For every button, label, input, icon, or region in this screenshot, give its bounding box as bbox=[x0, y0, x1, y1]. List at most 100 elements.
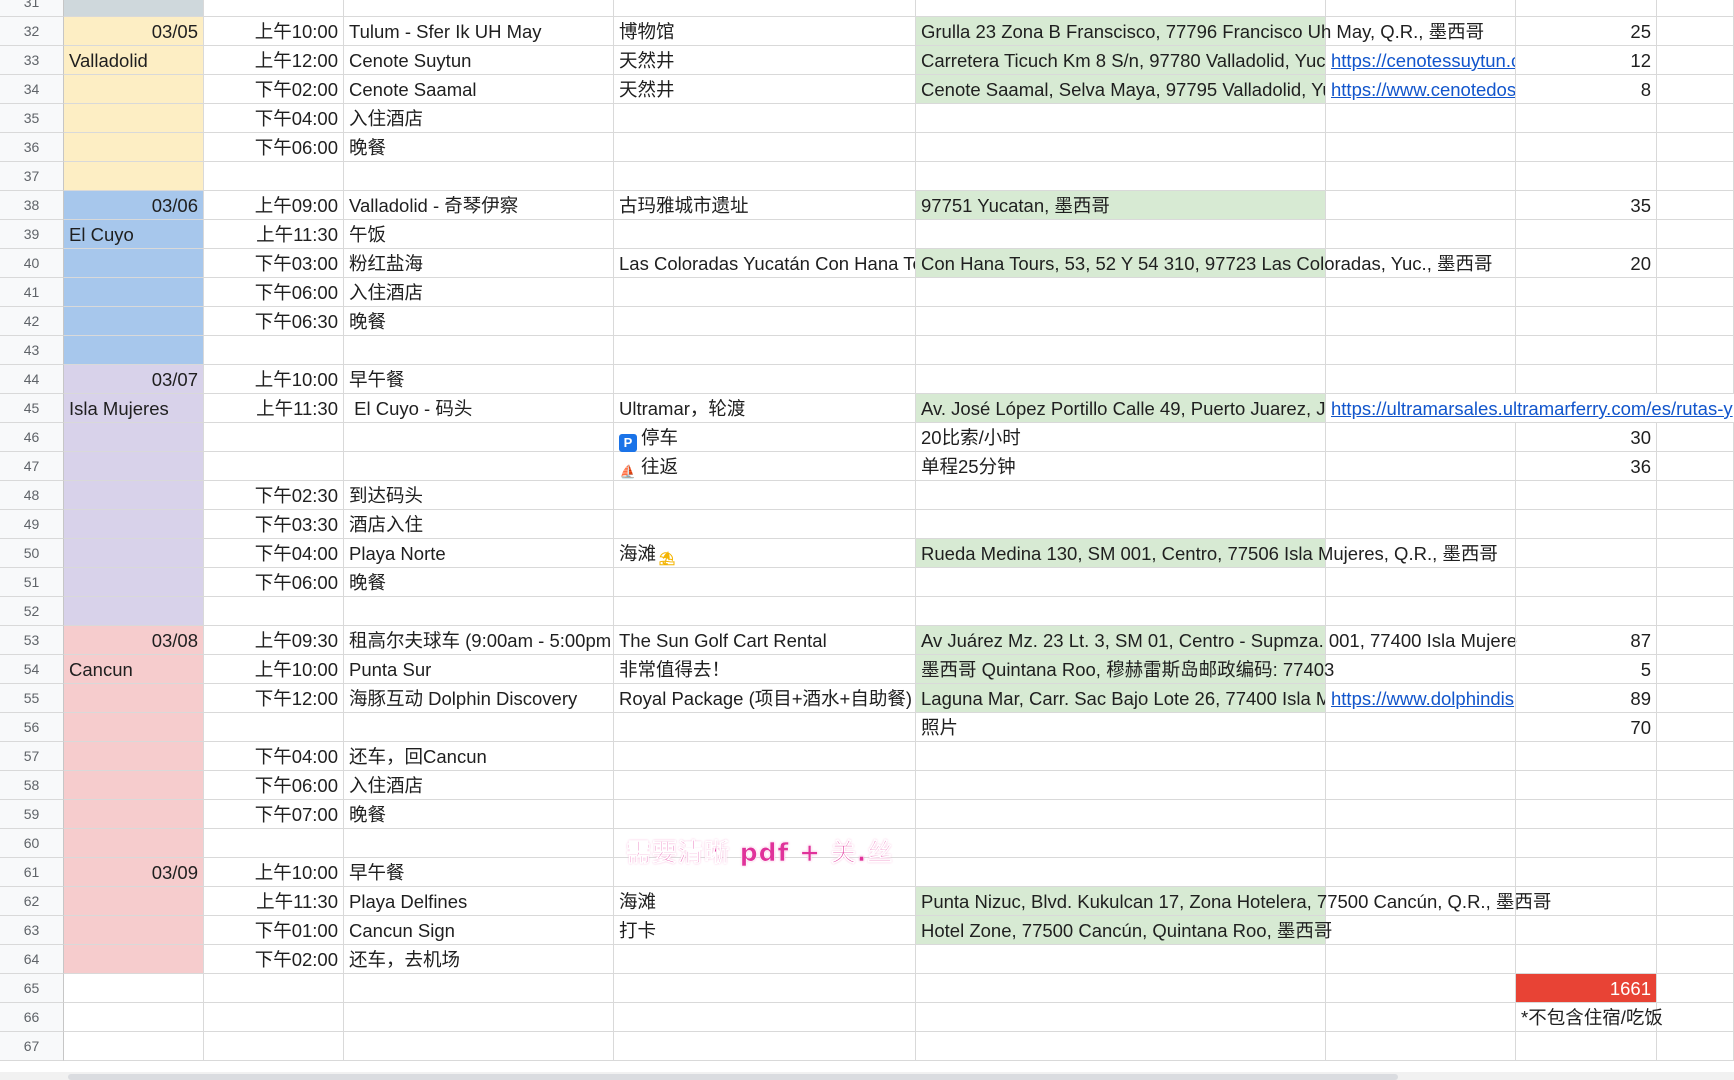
cell-category[interactable] bbox=[614, 278, 916, 307]
cell-activity[interactable] bbox=[344, 713, 614, 742]
cell-time[interactable]: 下午02:00 bbox=[204, 945, 344, 974]
cell-category[interactable]: Ultramar，轮渡 bbox=[614, 394, 916, 423]
cell-category[interactable]: P 停车 bbox=[614, 423, 916, 452]
cell-link[interactable] bbox=[1326, 742, 1516, 771]
cell-activity[interactable]: 早午餐 bbox=[344, 858, 614, 887]
cell-link[interactable] bbox=[1326, 133, 1516, 162]
cell-activity[interactable]: 入住酒店 bbox=[344, 278, 614, 307]
cell-time[interactable] bbox=[204, 1003, 344, 1032]
row-header[interactable]: 62 bbox=[0, 887, 64, 916]
cell-category[interactable]: 打卡 bbox=[614, 916, 916, 945]
cell-empty[interactable] bbox=[1657, 510, 1734, 539]
cell-category[interactable]: Royal Package (项目+酒水+自助餐) bbox=[614, 684, 916, 713]
cell-region[interactable] bbox=[64, 742, 204, 771]
cell-address[interactable]: Cenote Saamal, Selva Maya, 97795 Vallado… bbox=[916, 75, 1326, 104]
cell-address[interactable]: Carretera Ticuch Km 8 S/n, 97780 Vallado… bbox=[916, 46, 1326, 75]
cell-category[interactable]: 海滩 ⛱ bbox=[614, 539, 916, 568]
cell-address[interactable] bbox=[916, 510, 1326, 539]
row-header[interactable]: 34 bbox=[0, 75, 64, 104]
row-header[interactable]: 32 bbox=[0, 17, 64, 46]
cell-region[interactable] bbox=[64, 336, 204, 365]
cell-activity[interactable]: 酒店入住 bbox=[344, 510, 614, 539]
cell-link[interactable] bbox=[1326, 1003, 1516, 1032]
row-header[interactable]: 55 bbox=[0, 684, 64, 713]
cell-region[interactable]: El Cuyo bbox=[64, 220, 204, 249]
cell-address[interactable] bbox=[916, 800, 1326, 829]
cell-address[interactable] bbox=[916, 742, 1326, 771]
cell-category[interactable] bbox=[614, 336, 916, 365]
cell-activity[interactable]: 入住酒店 bbox=[344, 104, 614, 133]
cell-time[interactable]: 下午03:00 bbox=[204, 249, 344, 278]
cell-region[interactable]: Isla Mujeres bbox=[64, 394, 204, 423]
cell-region[interactable] bbox=[64, 481, 204, 510]
cell-region[interactable] bbox=[64, 75, 204, 104]
cell-time[interactable]: 下午06:30 bbox=[204, 307, 344, 336]
cell-empty[interactable] bbox=[1657, 1003, 1734, 1032]
cell-activity[interactable]: 海豚互动 Dolphin Discovery bbox=[344, 684, 614, 713]
cell-link[interactable] bbox=[1326, 17, 1516, 46]
cell-region[interactable]: Valladolid bbox=[64, 46, 204, 75]
cell-category[interactable] bbox=[614, 220, 916, 249]
cell-time[interactable]: 下午03:30 bbox=[204, 510, 344, 539]
cell-region[interactable] bbox=[64, 1032, 204, 1061]
cell-category[interactable] bbox=[614, 858, 916, 887]
cell-activity[interactable]: 晚餐 bbox=[344, 133, 614, 162]
cell-cost[interactable] bbox=[1516, 162, 1657, 191]
cell-time[interactable] bbox=[204, 974, 344, 1003]
cell-category[interactable] bbox=[614, 133, 916, 162]
cell-region[interactable] bbox=[64, 1003, 204, 1032]
row-header[interactable]: 50 bbox=[0, 539, 64, 568]
row-header[interactable]: 64 bbox=[0, 945, 64, 974]
cell-activity[interactable]: Playa Norte bbox=[344, 539, 614, 568]
cell-time[interactable]: 下午04:00 bbox=[204, 742, 344, 771]
cell-link[interactable] bbox=[1326, 365, 1516, 394]
cell-empty[interactable] bbox=[1657, 336, 1734, 365]
row-header[interactable]: 66 bbox=[0, 1003, 64, 1032]
cell-activity[interactable]: 还车，去机场 bbox=[344, 945, 614, 974]
cell-link[interactable] bbox=[1326, 104, 1516, 133]
cell-empty[interactable] bbox=[1657, 1032, 1734, 1061]
cell-region[interactable] bbox=[64, 771, 204, 800]
cell-address[interactable] bbox=[916, 1003, 1326, 1032]
cell-time[interactable]: 下午02:00 bbox=[204, 75, 344, 104]
cell-date[interactable]: 03/07 bbox=[64, 365, 204, 394]
cell-empty[interactable] bbox=[1657, 481, 1734, 510]
cell-category[interactable]: 非常值得去！ bbox=[614, 655, 916, 684]
cell-address[interactable] bbox=[916, 597, 1326, 626]
row-header[interactable]: 51 bbox=[0, 568, 64, 597]
cell-cost[interactable]: 20 bbox=[1516, 249, 1657, 278]
cell-time[interactable] bbox=[204, 829, 344, 858]
cell-cost[interactable] bbox=[1516, 887, 1657, 916]
cell-address[interactable]: Punta Nizuc, Blvd. Kukulcan 17, Zona Hot… bbox=[916, 887, 1551, 916]
cell-link[interactable] bbox=[1326, 1032, 1516, 1061]
cell-address[interactable]: Hotel Zone, 77500 Cancún, Quintana Roo, … bbox=[916, 916, 1332, 945]
cell-empty[interactable] bbox=[1657, 365, 1734, 394]
cell-address[interactable]: 97751 Yucatan, 墨西哥 bbox=[916, 191, 1326, 220]
cell-activity[interactable]: 入住酒店 bbox=[344, 771, 614, 800]
row-header[interactable]: 56 bbox=[0, 713, 64, 742]
cell-region[interactable] bbox=[64, 510, 204, 539]
cell-activity[interactable]: 晚餐 bbox=[344, 568, 614, 597]
cell-link[interactable] bbox=[1326, 452, 1516, 481]
cell-activity[interactable]: 早午餐 bbox=[344, 365, 614, 394]
cell-time[interactable] bbox=[204, 597, 344, 626]
cell-cost[interactable] bbox=[1516, 104, 1657, 133]
cell-cost[interactable] bbox=[1516, 220, 1657, 249]
cell-address[interactable] bbox=[916, 568, 1326, 597]
cost-note-cell[interactable]: *不包含住宿/吃饭 bbox=[1516, 1003, 1663, 1032]
cell-link[interactable] bbox=[1326, 626, 1516, 655]
cell-activity[interactable] bbox=[344, 423, 614, 452]
cell-address[interactable]: Grulla 23 Zona B Franscisco, 77796 Franc… bbox=[916, 17, 1484, 46]
cell-time[interactable]: 下午07:00 bbox=[204, 800, 344, 829]
cell-empty[interactable] bbox=[1657, 800, 1734, 829]
row-header[interactable]: 38 bbox=[0, 191, 64, 220]
cell-cost[interactable] bbox=[1516, 945, 1657, 974]
cell-address[interactable]: Con Hana Tours, 53, 52 Y 54 310, 97723 L… bbox=[916, 249, 1492, 278]
row-header[interactable]: 40 bbox=[0, 249, 64, 278]
cell-link[interactable] bbox=[1326, 829, 1516, 858]
cell-region[interactable] bbox=[64, 539, 204, 568]
cell-empty[interactable] bbox=[1657, 220, 1734, 249]
row-header[interactable]: 45 bbox=[0, 394, 64, 423]
cell-time[interactable]: 上午10:00 bbox=[204, 17, 344, 46]
cell-region[interactable] bbox=[64, 887, 204, 916]
